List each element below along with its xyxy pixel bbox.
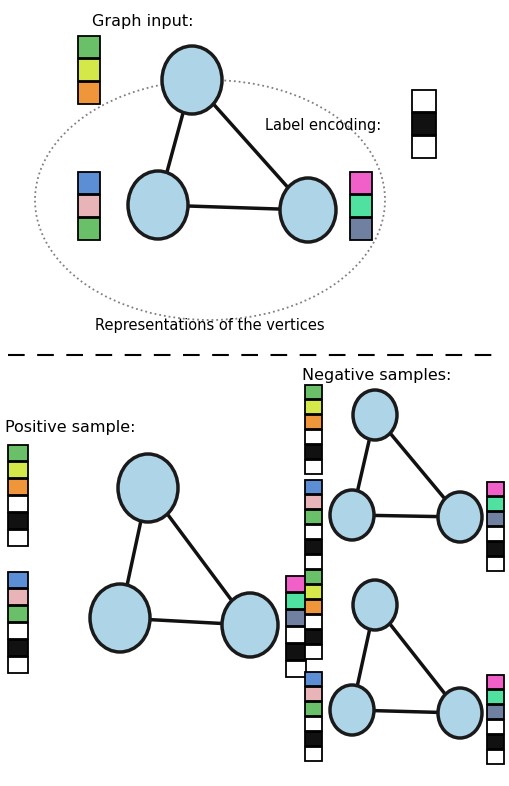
Ellipse shape — [128, 171, 188, 239]
Bar — [286, 576, 305, 592]
Bar — [8, 496, 28, 512]
Ellipse shape — [118, 454, 178, 522]
Bar — [304, 385, 321, 399]
Bar — [304, 630, 321, 644]
Bar — [78, 218, 100, 240]
Ellipse shape — [329, 685, 373, 735]
Bar — [8, 572, 28, 588]
Bar — [8, 623, 28, 639]
Ellipse shape — [352, 580, 396, 630]
Bar — [8, 606, 28, 622]
Bar — [486, 735, 503, 749]
Bar — [349, 172, 371, 194]
Bar — [304, 702, 321, 716]
Bar — [411, 90, 435, 112]
Bar — [8, 640, 28, 656]
Bar — [304, 430, 321, 444]
Bar — [304, 747, 321, 761]
Bar — [486, 482, 503, 496]
Bar — [78, 59, 100, 81]
Bar — [8, 530, 28, 546]
Bar — [349, 218, 371, 240]
Bar — [486, 690, 503, 704]
Bar — [304, 495, 321, 509]
Bar — [304, 460, 321, 474]
Bar — [78, 172, 100, 194]
Bar — [304, 570, 321, 584]
Text: Negative samples:: Negative samples: — [301, 368, 450, 383]
Bar — [304, 687, 321, 701]
Ellipse shape — [162, 46, 221, 114]
Bar — [349, 195, 371, 217]
Bar — [286, 644, 305, 660]
Bar — [411, 136, 435, 158]
Bar — [304, 615, 321, 629]
Bar — [304, 600, 321, 614]
Bar — [304, 445, 321, 459]
Bar — [286, 610, 305, 626]
Ellipse shape — [279, 178, 335, 242]
Bar — [8, 462, 28, 478]
Bar — [486, 542, 503, 556]
Text: Representations of the vertices: Representations of the vertices — [95, 318, 324, 333]
Bar — [304, 732, 321, 746]
Ellipse shape — [90, 584, 150, 652]
Ellipse shape — [437, 688, 481, 738]
Bar — [304, 585, 321, 599]
Bar — [8, 445, 28, 461]
Bar — [304, 415, 321, 429]
Ellipse shape — [329, 490, 373, 540]
Bar — [304, 672, 321, 686]
Bar — [8, 589, 28, 605]
Ellipse shape — [221, 593, 277, 657]
Ellipse shape — [437, 492, 481, 542]
Bar — [486, 750, 503, 764]
Bar — [486, 675, 503, 689]
Bar — [78, 82, 100, 104]
Bar — [304, 525, 321, 539]
Bar — [304, 717, 321, 731]
Bar — [304, 645, 321, 659]
Bar — [286, 661, 305, 677]
Bar — [304, 555, 321, 569]
Bar — [486, 557, 503, 571]
Bar — [486, 497, 503, 511]
Bar — [486, 705, 503, 719]
Text: Graph input:: Graph input: — [92, 14, 193, 29]
Bar — [486, 512, 503, 526]
Bar — [304, 540, 321, 554]
Bar — [304, 400, 321, 414]
Bar — [8, 479, 28, 495]
Bar — [78, 36, 100, 58]
Text: Label encoding:: Label encoding: — [265, 118, 381, 133]
Bar — [486, 527, 503, 541]
Text: Positive sample:: Positive sample: — [5, 420, 135, 435]
Bar — [286, 593, 305, 609]
Bar — [8, 513, 28, 529]
Bar — [304, 480, 321, 494]
Bar — [304, 510, 321, 524]
Bar — [8, 657, 28, 673]
Bar — [78, 195, 100, 217]
Ellipse shape — [352, 390, 396, 440]
Bar — [486, 720, 503, 734]
Bar — [286, 627, 305, 643]
Bar — [411, 113, 435, 135]
